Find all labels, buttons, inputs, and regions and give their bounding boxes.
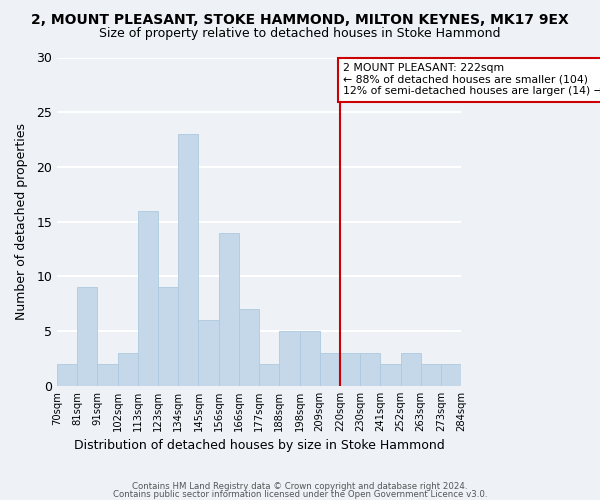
Bar xyxy=(77,288,97,386)
Bar xyxy=(380,364,401,386)
Bar xyxy=(218,232,239,386)
Bar xyxy=(299,331,320,386)
Bar xyxy=(280,331,299,386)
Text: 2 MOUNT PLEASANT: 222sqm
← 88% of detached houses are smaller (104)
12% of semi-: 2 MOUNT PLEASANT: 222sqm ← 88% of detach… xyxy=(343,63,600,96)
Text: Contains HM Land Registry data © Crown copyright and database right 2024.: Contains HM Land Registry data © Crown c… xyxy=(132,482,468,491)
Bar xyxy=(158,288,178,386)
Bar xyxy=(259,364,280,386)
Bar xyxy=(320,353,340,386)
Bar xyxy=(199,320,218,386)
Text: 2, MOUNT PLEASANT, STOKE HAMMOND, MILTON KEYNES, MK17 9EX: 2, MOUNT PLEASANT, STOKE HAMMOND, MILTON… xyxy=(31,12,569,26)
Bar xyxy=(178,134,199,386)
Text: Size of property relative to detached houses in Stoke Hammond: Size of property relative to detached ho… xyxy=(99,28,501,40)
Bar xyxy=(239,310,259,386)
Bar xyxy=(340,353,360,386)
Bar xyxy=(57,364,77,386)
Y-axis label: Number of detached properties: Number of detached properties xyxy=(15,123,28,320)
Bar xyxy=(138,211,158,386)
Bar xyxy=(441,364,461,386)
Text: Contains public sector information licensed under the Open Government Licence v3: Contains public sector information licen… xyxy=(113,490,487,499)
X-axis label: Distribution of detached houses by size in Stoke Hammond: Distribution of detached houses by size … xyxy=(74,440,445,452)
Bar xyxy=(97,364,118,386)
Bar xyxy=(401,353,421,386)
Bar xyxy=(421,364,441,386)
Bar xyxy=(360,353,380,386)
Bar xyxy=(118,353,138,386)
